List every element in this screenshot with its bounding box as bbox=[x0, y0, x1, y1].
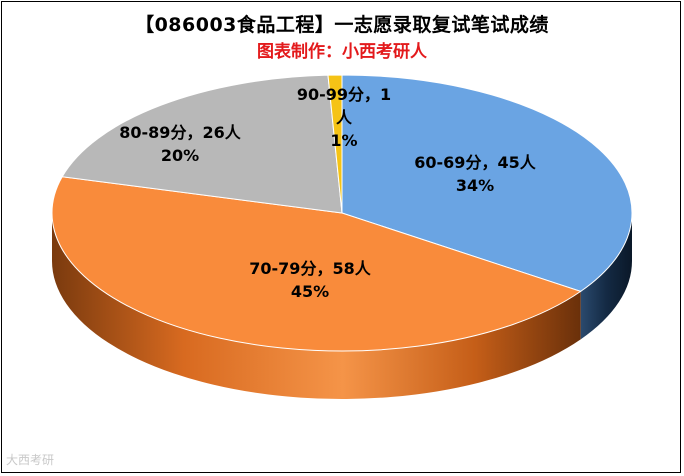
pie-side-walls bbox=[52, 213, 632, 400]
watermark-text: 大西考研 bbox=[6, 453, 55, 467]
pie-top-faces bbox=[51, 74, 633, 352]
pie-slice-60-69 bbox=[341, 74, 633, 292]
slice-label-80-89-line2: 20% bbox=[161, 146, 199, 165]
slice-label-60-69-line1: 60-69分，45人 bbox=[414, 153, 536, 172]
chart-title: 【086003食品工程】一志愿录取复试笔试成绩 bbox=[135, 14, 549, 36]
pie-side-70-79 bbox=[52, 213, 581, 400]
slice-label-80-89-line1: 80-89分，26人 bbox=[119, 123, 241, 142]
slice-label-90-99-line3: 1% bbox=[330, 131, 357, 150]
slice-label-90-99-line1: 90-99分，1 bbox=[297, 85, 391, 104]
slice-label-60-69-line2: 34% bbox=[456, 176, 494, 195]
chart-subtitle: 图表制作：小西考研人 bbox=[257, 42, 427, 62]
pie-side-60-69 bbox=[580, 213, 632, 340]
pie-slice-90-99 bbox=[327, 74, 343, 214]
slice-label-90-99-line2: 人 bbox=[336, 108, 353, 127]
slice-label-70-79-line1: 70-79分，58人 bbox=[249, 259, 371, 278]
pie-labels: 60-69分，45人 34% 70-79分，58人 45% 80-89分，26人 20% 9… bbox=[119, 85, 536, 301]
pie-slice-80-89 bbox=[61, 74, 343, 214]
slice-label-70-79-line2: 45% bbox=[291, 282, 329, 301]
pie-slice-70-79 bbox=[51, 176, 582, 352]
